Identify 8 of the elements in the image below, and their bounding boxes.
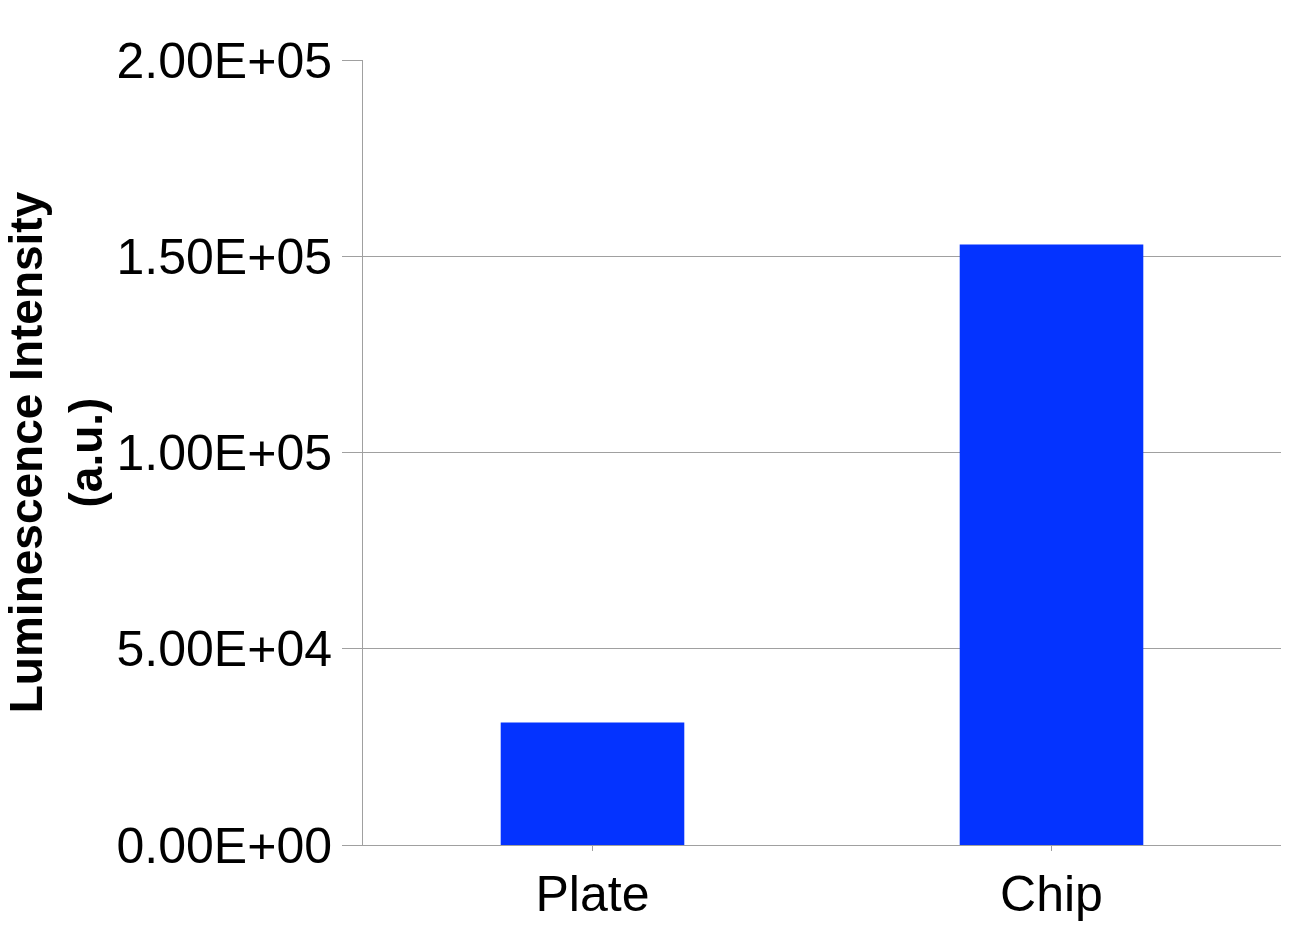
y-tick-label: 1.00E+05	[116, 425, 332, 481]
x-tick-label: Plate	[535, 866, 650, 922]
y-axis-title: Luminescence Intensity (a.u.)	[0, 191, 112, 714]
y-tick-label: 5.00E+04	[116, 621, 332, 678]
y-tick-label: 2.00E+05	[116, 32, 332, 89]
y-tick-label: 0.00E+00	[116, 817, 332, 874]
y-tick-label: 1.50E+05	[116, 228, 332, 285]
x-tick-label: Chip	[1000, 866, 1103, 922]
